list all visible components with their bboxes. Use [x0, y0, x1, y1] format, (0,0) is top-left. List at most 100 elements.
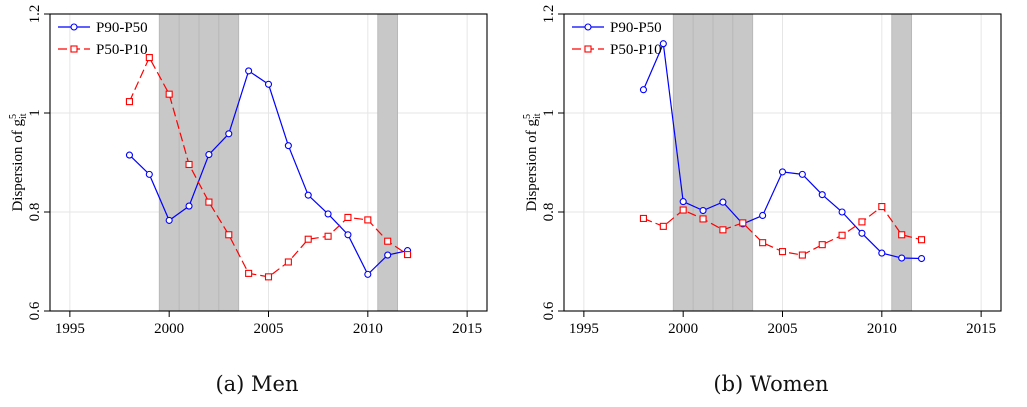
line-chart-men: 1995 2000 2005 2010 2015 0.6 0.8 1 1.2 Dispersion…: [8, 5, 488, 337]
x-tick-label: 2005: [254, 321, 284, 337]
data-point-p90-p50: [898, 254, 906, 262]
data-point-p50-p10: [798, 251, 806, 259]
x-tick-label: 2015: [966, 321, 996, 337]
x-tick-label: 2015: [452, 321, 482, 337]
data-point-p90-p50: [145, 170, 153, 178]
legend-marker: [584, 23, 592, 31]
data-point-p90-p50: [245, 67, 253, 75]
data-point-p90-p50: [798, 170, 806, 178]
data-point-p50-p10: [858, 218, 866, 226]
y-tick-label: 0.6: [27, 301, 43, 320]
data-point-p50-p10: [838, 231, 846, 239]
data-point-p50-p10: [917, 236, 926, 244]
data-point-p90-p50: [364, 270, 372, 278]
data-point-p50-p10: [898, 231, 906, 239]
data-point-p90-p50: [699, 206, 707, 215]
legend-women: P90-P50 P50-P10: [572, 20, 662, 58]
data-point-p50-p10: [245, 269, 253, 277]
data-point-p50-p10: [403, 251, 412, 259]
data-point-p90-p50: [719, 198, 727, 206]
data-point-p50-p10: [778, 248, 787, 256]
data-point-p90-p50: [778, 168, 787, 176]
chart-caption-men: (a) Men: [215, 372, 299, 396]
y-axis-label: Dispersion of g5it: [8, 113, 29, 211]
data-point-p50-p10: [679, 206, 687, 214]
data-point-p50-p10: [384, 237, 392, 245]
data-point-p50-p10: [818, 241, 826, 249]
y-tick-label: 0.8: [541, 203, 557, 222]
data-point-p50-p10: [185, 160, 193, 169]
x-tick-label: 1995: [55, 321, 85, 337]
data-point-p90-p50: [284, 142, 292, 150]
data-point-p50-p10: [324, 232, 332, 240]
y-tick-label: 1.2: [27, 5, 43, 24]
data-point-p90-p50: [225, 130, 233, 138]
x-tick-label: 1995: [569, 321, 599, 337]
legend-men: P90-P50 P50-P10: [58, 20, 148, 58]
data-point-p90-p50: [759, 211, 767, 220]
shaded-period-band: [891, 13, 913, 312]
x-tick-label: 2010: [353, 321, 383, 337]
data-point-p50-p10: [659, 222, 667, 230]
y-tick-label: 1: [541, 109, 557, 117]
data-point-p50-p10: [739, 219, 747, 227]
data-point-p90-p50: [917, 254, 926, 263]
data-point-p50-p10: [284, 258, 292, 266]
y-tick-label: 0.8: [27, 203, 43, 222]
data-point-p50-p10: [264, 273, 273, 281]
data-point-p50-p10: [205, 198, 213, 206]
data-point-p90-p50: [344, 231, 352, 239]
data-point-p90-p50: [818, 191, 826, 199]
data-point-p90-p50: [679, 198, 687, 206]
data-point-p50-p10: [225, 231, 233, 239]
shaded-period-band: [377, 13, 399, 312]
data-point-p90-p50: [639, 86, 648, 94]
y-axis-label-subscript: it: [532, 113, 543, 119]
data-point-p50-p10: [878, 203, 886, 211]
chart-panel-women: 1995 2000 2005 2010 2015 0.6 0.8 1 1.2 Dispersion…: [514, 0, 1027, 407]
y-axis-label: Dispersion of g5it: [522, 113, 543, 211]
data-point-p90-p50: [264, 80, 273, 88]
x-tick-label: 2005: [768, 321, 798, 337]
data-point-p90-p50: [205, 151, 213, 159]
y-axis-label-superscript: 5: [522, 114, 533, 119]
x-tick-label: 2000: [154, 321, 184, 337]
data-point-p90-p50: [185, 202, 193, 210]
data-point-p90-p50: [324, 210, 332, 218]
data-point-p50-p10: [165, 90, 173, 98]
x-tick-label: 2010: [867, 321, 897, 337]
data-point-p90-p50: [878, 249, 886, 257]
line-chart-women: 1995 2000 2005 2010 2015 0.6 0.8 1 1.2 Dispersion…: [522, 5, 1002, 337]
data-point-p50-p10: [759, 239, 767, 247]
data-point-p90-p50: [858, 229, 866, 237]
y-axis-label-main: Dispersion of g: [524, 119, 540, 212]
y-tick-label: 0.6: [541, 301, 557, 320]
y-tick-label: 1.2: [541, 5, 557, 24]
data-point-p50-p10: [344, 213, 352, 221]
data-point-p90-p50: [384, 251, 392, 259]
x-tick-label: 2000: [668, 321, 698, 337]
legend-marker: [70, 23, 78, 31]
y-tick-label: 1: [27, 109, 43, 117]
data-point-p50-p10: [304, 235, 312, 243]
data-point-p90-p50: [165, 216, 173, 224]
chart-caption-women: (b) Women: [713, 372, 829, 396]
data-point-p50-p10: [125, 98, 134, 106]
chart-panel-men: 1995 2000 2005 2010 2015 0.6 0.8 1 1.2 Dispersion…: [8, 5, 488, 396]
y-axis-label-main: Dispersion of g: [10, 119, 26, 212]
legend-label: P50-P10: [610, 42, 662, 58]
data-point-p50-p10: [364, 216, 372, 224]
data-point-p90-p50: [125, 151, 134, 159]
data-point-p90-p50: [838, 208, 846, 216]
legend-marker: [70, 45, 78, 53]
data-point-p50-p10: [719, 226, 727, 234]
data-point-p90-p50: [659, 40, 667, 48]
legend-marker: [584, 45, 592, 53]
data-point-p50-p10: [699, 215, 707, 223]
legend-label: P90-P50: [610, 20, 662, 36]
data-point-p90-p50: [304, 191, 312, 199]
data-point-p50-p10: [145, 54, 153, 62]
y-axis-label-superscript: 5: [8, 114, 19, 119]
legend-label: P90-P50: [96, 20, 148, 36]
y-axis-label-subscript: it: [18, 113, 29, 119]
